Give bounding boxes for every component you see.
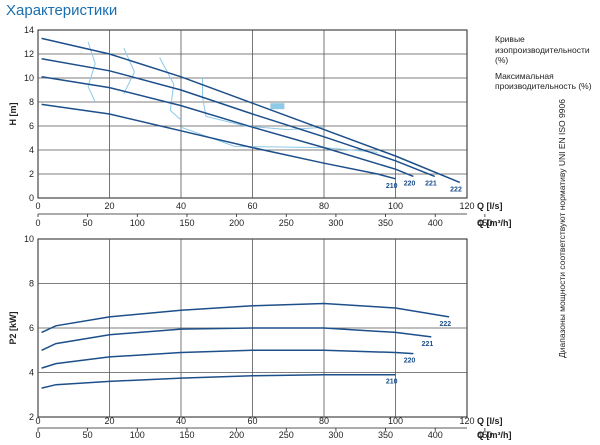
chart2-x2tick-label: 350 xyxy=(378,430,393,440)
chart1-ylabel: H [m] xyxy=(8,103,18,126)
chart2-xtick-label: 120 xyxy=(459,416,474,426)
chart1-xtick-label: 100 xyxy=(388,201,403,211)
chart1-xlabel-bottom: Q [m³/h] xyxy=(477,218,512,228)
chart1-ytick-label: 4 xyxy=(29,145,34,155)
chart2-ytick-label: 10 xyxy=(24,234,34,244)
legend: Кривые изопроизводительности (%) Максима… xyxy=(495,34,599,97)
chart1-ytick-label: 12 xyxy=(24,49,34,59)
chart2-series-label-220: 220 xyxy=(404,358,416,365)
chart1-ytick-label: 10 xyxy=(24,73,34,83)
chart2-x2tick-label: 150 xyxy=(179,430,194,440)
legend-efficiency-curves: Кривые изопроизводительности (%) xyxy=(495,34,590,65)
chart1-x2tick-label: 200 xyxy=(229,218,244,228)
chart2-ytick-label: 8 xyxy=(29,279,34,289)
chart2-x2tick-label: 200 xyxy=(229,430,244,440)
chart1-ytick-label: 6 xyxy=(29,121,34,131)
chart1-x2tick-label: 150 xyxy=(179,218,194,228)
chart1-xtick-label: 60 xyxy=(247,201,257,211)
efficiency-curve xyxy=(87,41,96,103)
chart1-ytick-label: 14 xyxy=(24,25,34,35)
chart2-xtick-label: 80 xyxy=(319,416,329,426)
chart1-x2tick-label: 300 xyxy=(328,218,343,228)
efficiency-curve xyxy=(202,78,325,131)
chart2-xtick-label: 100 xyxy=(388,416,403,426)
chart1-series-line-221 xyxy=(41,58,436,178)
chart1-xtick-label: 40 xyxy=(176,201,186,211)
chart1-ytick-label: 8 xyxy=(29,97,34,107)
chart2-x2tick-label: 50 xyxy=(83,430,93,440)
chart2-x2tick-label: 0 xyxy=(35,430,40,440)
efficiency-curve xyxy=(159,57,182,121)
chart1-x2tick-label: 0 xyxy=(35,218,40,228)
efficiency-curve xyxy=(123,47,136,94)
chart2-xtick-label: 0 xyxy=(35,416,40,426)
chart1-xtick-label: 0 xyxy=(35,201,40,211)
chart1-xtick-label: 120 xyxy=(459,201,474,211)
chart1-ytick-label: 0 xyxy=(29,193,34,203)
chart1-x2tick-label: 450 xyxy=(477,218,492,228)
chart1-xlabel-top: Q [l/s] xyxy=(477,201,503,211)
chart2-series-line-222 xyxy=(41,302,450,334)
chart1-ytick-label: 2 xyxy=(29,169,34,179)
chart2-series-line-210 xyxy=(41,373,396,389)
chart2-x2tick-label: 100 xyxy=(130,430,145,440)
chart2-ytick-label: 4 xyxy=(29,368,34,378)
chart1-series-label-220: 220 xyxy=(404,180,416,187)
chart1-xtick-label: 80 xyxy=(319,201,329,211)
chart2-x2tick-label: 450 xyxy=(477,430,492,440)
chart1-x2tick-label: 100 xyxy=(130,218,145,228)
legend-max-efficiency: Максимальная производительность (%) xyxy=(495,70,592,92)
chart2-xlabel-top: Q [l/s] xyxy=(477,416,503,426)
chart2-xtick-label: 20 xyxy=(104,416,114,426)
chart1-series-label-210: 210 xyxy=(386,183,398,190)
chart1-x2tick-label: 50 xyxy=(83,218,93,228)
chart1-xtick-label: 20 xyxy=(104,201,114,211)
chart2-ylabel: P2 [kW] xyxy=(8,311,18,344)
chart1-x2tick-label: 350 xyxy=(378,218,393,228)
efficiency-curve xyxy=(180,126,378,153)
chart2-x2tick-label: 250 xyxy=(279,430,294,440)
chart1-series-label-222: 222 xyxy=(450,186,462,193)
chart1-x2tick-label: 400 xyxy=(428,218,443,228)
chart1-series-line-210 xyxy=(41,103,396,180)
chart1-series-label-221: 221 xyxy=(425,180,437,187)
chart2-ytick-label: 6 xyxy=(29,323,34,333)
chart1-series-line-222 xyxy=(41,37,461,184)
chart1-series-line-220 xyxy=(41,76,414,178)
chart2-series-label-222: 222 xyxy=(439,321,451,328)
chart1-x2tick-label: 250 xyxy=(279,218,294,228)
chart2-series-label-210: 210 xyxy=(386,379,398,386)
chart2-series-line-220 xyxy=(41,349,414,369)
max-efficiency-marker xyxy=(270,103,285,110)
chart2-x2tick-label: 400 xyxy=(428,430,443,440)
chart2-series-label-221: 221 xyxy=(422,341,434,348)
chart2-xtick-label: 60 xyxy=(247,416,257,426)
chart2-x2tick-label: 300 xyxy=(328,430,343,440)
chart2-series-line-221 xyxy=(41,327,432,351)
chart2-ytick-label: 2 xyxy=(29,412,34,422)
page-title: Характеристики xyxy=(6,2,118,19)
chart2-xlabel-bottom: Q [m³/h] xyxy=(477,430,512,440)
chart2-xtick-label: 40 xyxy=(176,416,186,426)
